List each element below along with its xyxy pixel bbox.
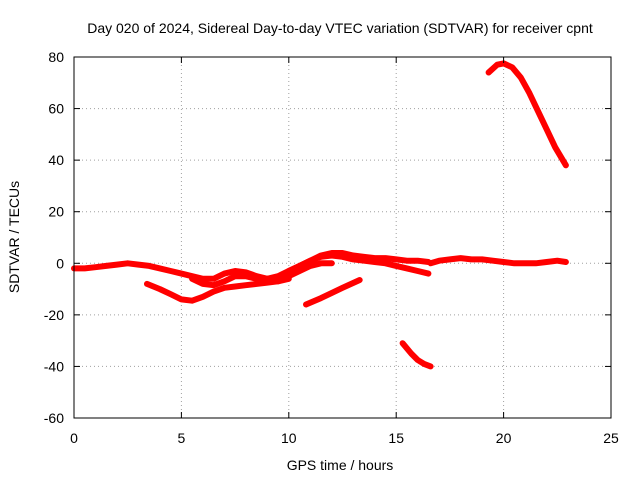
y-axis-label: SDTVAR / TECUs bbox=[6, 181, 22, 293]
series-arc-2 bbox=[427, 255, 569, 267]
y-tick-label: 60 bbox=[48, 101, 64, 117]
y-tick-label: 40 bbox=[48, 152, 64, 168]
series-arc-1 bbox=[71, 250, 432, 282]
plot-frame bbox=[73, 56, 612, 419]
y-tick-label: -60 bbox=[44, 410, 64, 426]
series-arc-5 bbox=[285, 252, 432, 277]
series-arc-7 bbox=[399, 340, 434, 370]
x-axis-label: GPS time / hours bbox=[287, 457, 394, 473]
y-tick-label: -40 bbox=[44, 358, 64, 374]
x-tick-label: 10 bbox=[281, 430, 297, 446]
x-tick-label: 15 bbox=[388, 430, 404, 446]
series-arc-8 bbox=[485, 60, 569, 169]
x-tick-label: 20 bbox=[496, 430, 512, 446]
x-tick-label: 25 bbox=[603, 430, 619, 446]
data-series bbox=[71, 60, 569, 370]
chart-title: Day 020 of 2024, Sidereal Day-to-day VTE… bbox=[87, 20, 593, 36]
x-tick-label: 0 bbox=[70, 430, 78, 446]
series-arc-4 bbox=[189, 260, 335, 289]
x-tick-label: 5 bbox=[178, 430, 186, 446]
grid bbox=[74, 57, 611, 418]
y-tick-label: 0 bbox=[56, 255, 64, 271]
y-tick-label: 20 bbox=[48, 204, 64, 220]
y-tick-label: -20 bbox=[44, 307, 64, 323]
y-tick-label: 80 bbox=[48, 49, 64, 65]
axis-ticks: 0 5 10 15 20 25 -60 -40 -20 0 20 40 60 80 bbox=[44, 49, 619, 446]
series-arc-6 bbox=[303, 277, 363, 308]
